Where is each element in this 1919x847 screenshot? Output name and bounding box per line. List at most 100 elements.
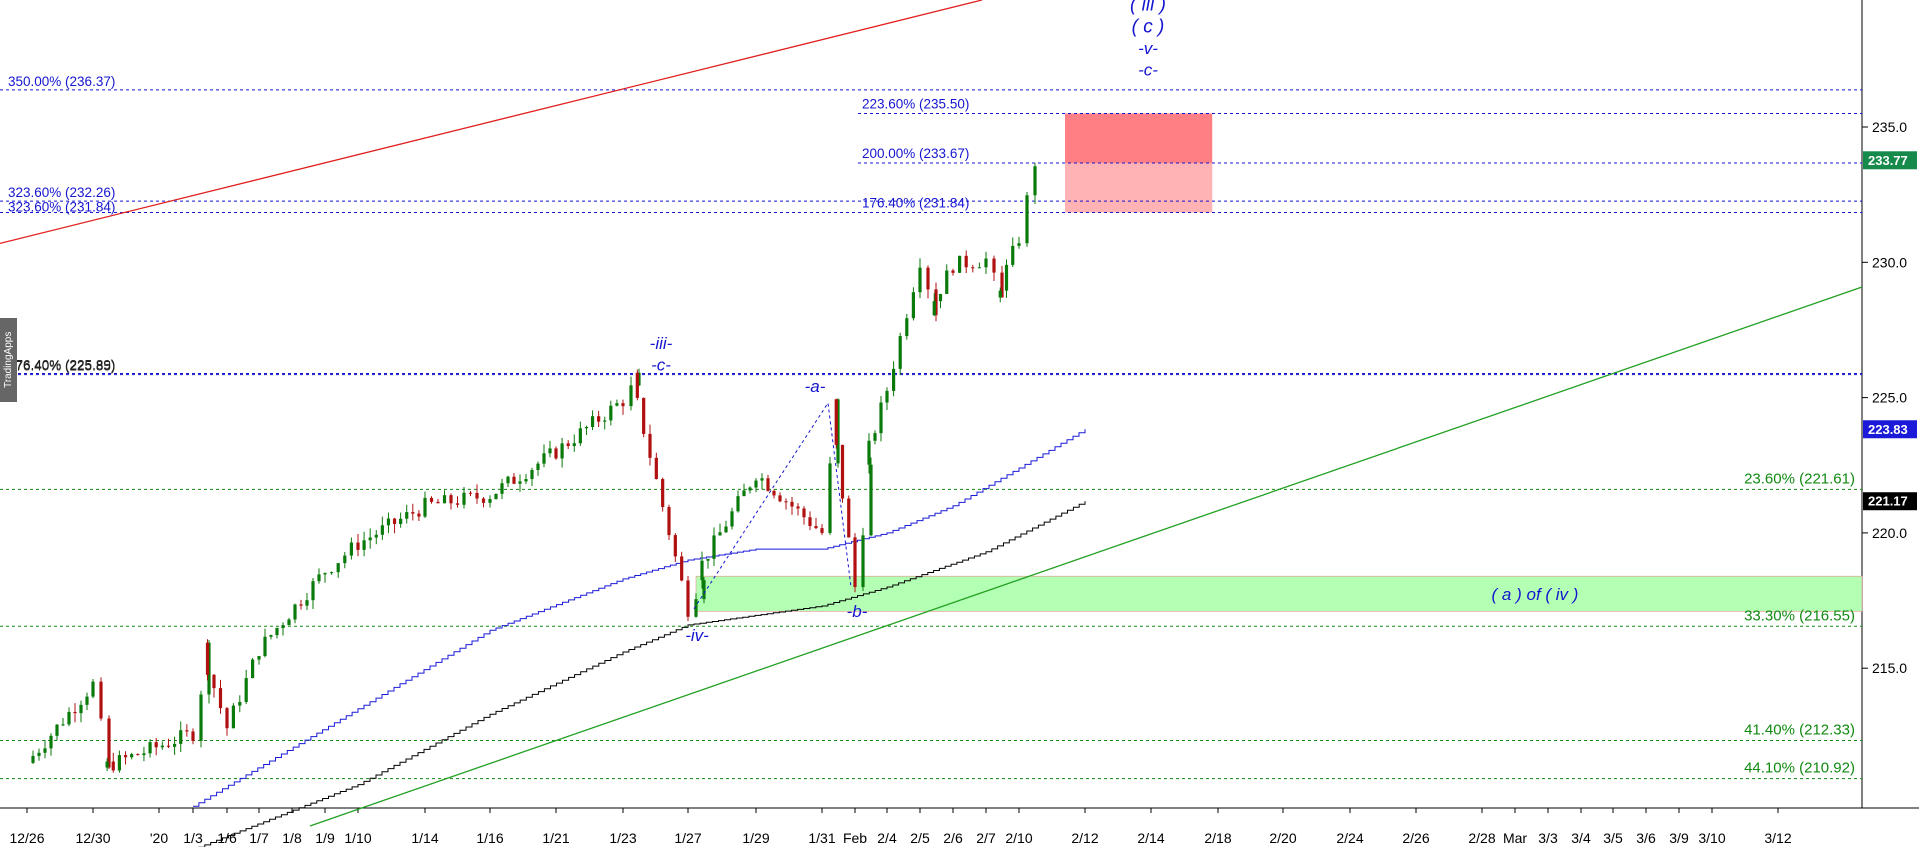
candle-up bbox=[43, 748, 47, 753]
candle-up bbox=[368, 537, 372, 541]
last-price-badge-label: 233.77 bbox=[1868, 153, 1908, 168]
candle-up bbox=[238, 701, 242, 706]
candle-down bbox=[766, 478, 770, 491]
x-tick-label: 3/9 bbox=[1669, 830, 1689, 846]
candle-up bbox=[311, 581, 315, 601]
x-tick-label: 12/26 bbox=[9, 830, 44, 846]
candle-down bbox=[648, 433, 652, 458]
fib-level-label: 350.00% (236.37) bbox=[8, 74, 115, 89]
candle-down bbox=[417, 513, 421, 517]
candle-up bbox=[61, 724, 65, 726]
x-tick-label: 1/7 bbox=[249, 830, 269, 846]
fib-support-label: 44.10% (210.92) bbox=[1744, 760, 1855, 777]
candle-down bbox=[964, 255, 968, 268]
candle-down bbox=[107, 718, 111, 768]
x-tick-label: 1/3 bbox=[183, 830, 203, 846]
x-tick-label: 2/7 bbox=[976, 830, 996, 846]
candle-down bbox=[566, 443, 570, 447]
candle-down bbox=[392, 518, 397, 525]
candle-up bbox=[873, 433, 877, 441]
wave-label: -c- bbox=[1138, 61, 1158, 80]
candle-up bbox=[578, 428, 582, 444]
candle-up bbox=[869, 464, 873, 536]
candle-up bbox=[932, 301, 936, 316]
candle-up bbox=[323, 573, 327, 575]
fib-target-label: 176.40% (231.84) bbox=[862, 196, 969, 211]
target-box-upper bbox=[1065, 113, 1213, 163]
candle-up bbox=[603, 420, 607, 422]
candle-up bbox=[244, 678, 248, 702]
candle-down bbox=[136, 754, 140, 756]
last-price-badge bbox=[1863, 151, 1917, 170]
candle-up bbox=[281, 625, 285, 629]
candle-up bbox=[91, 681, 95, 697]
candle-up bbox=[199, 694, 203, 741]
candle-up bbox=[867, 440, 871, 465]
fib-support-label: 41.40% (212.33) bbox=[1744, 721, 1855, 738]
candle-up bbox=[560, 443, 564, 459]
candle-up bbox=[293, 604, 297, 620]
candle-up bbox=[898, 336, 902, 369]
candle-up bbox=[885, 390, 889, 403]
fib-support-label: 33.30% (216.55) bbox=[1744, 607, 1855, 624]
candle-up bbox=[615, 403, 619, 406]
candle-down bbox=[680, 556, 684, 581]
wave-label: -iv- bbox=[685, 626, 709, 645]
fib-level-label: 176.40% (225.89) bbox=[8, 358, 115, 373]
watermark: TradingApps bbox=[0, 318, 17, 402]
x-tick-label: 1/29 bbox=[742, 830, 769, 846]
support-box bbox=[695, 575, 1863, 612]
candle-down bbox=[356, 542, 360, 550]
candle-down bbox=[686, 580, 690, 617]
x-tick-label: 1/21 bbox=[542, 830, 569, 846]
candle-up bbox=[275, 628, 279, 636]
candle-up bbox=[530, 469, 534, 480]
candle-up bbox=[488, 499, 492, 503]
y-tick-label: 215.0 bbox=[1872, 660, 1907, 676]
candle-down bbox=[73, 711, 77, 714]
candle-down bbox=[654, 457, 658, 480]
x-tick-label: '20 bbox=[150, 830, 168, 846]
candle-up bbox=[37, 752, 41, 756]
candle-up bbox=[374, 534, 378, 538]
x-tick-label: 1/8 bbox=[282, 830, 302, 846]
candle-up bbox=[1011, 245, 1015, 265]
candle-up bbox=[694, 599, 698, 617]
candle-up bbox=[343, 555, 347, 564]
x-tick-label: 2/28 bbox=[1468, 830, 1495, 846]
x-tick-label: 1/31 bbox=[808, 830, 835, 846]
support-box-label: ( a ) of ( iv ) bbox=[1492, 585, 1579, 604]
candle-down bbox=[154, 742, 158, 748]
x-tick-label: 1/16 bbox=[476, 830, 503, 846]
candle-down bbox=[166, 745, 171, 747]
candle-up bbox=[730, 511, 734, 527]
candle-up bbox=[142, 753, 146, 756]
candle-down bbox=[205, 642, 210, 675]
candle-up bbox=[380, 525, 384, 535]
ma-black-badge-label: 221.17 bbox=[1868, 494, 1908, 509]
candle-down bbox=[411, 512, 415, 514]
candle-down bbox=[512, 476, 516, 484]
candle-up bbox=[760, 478, 764, 481]
ma-black-badge bbox=[1863, 492, 1917, 511]
candle-up bbox=[542, 453, 546, 464]
wave-label: -b- bbox=[847, 602, 868, 621]
target-box-lower bbox=[1065, 162, 1213, 213]
fib-target-label: 223.60% (235.50) bbox=[862, 96, 969, 111]
candle-up bbox=[945, 270, 949, 294]
candle-up bbox=[548, 448, 552, 454]
candle-up bbox=[305, 600, 309, 606]
candle-down bbox=[642, 397, 646, 434]
candle-up bbox=[269, 635, 273, 637]
candle-up bbox=[712, 535, 716, 559]
candle-up bbox=[938, 293, 943, 302]
candle-down bbox=[772, 490, 776, 496]
candle-up bbox=[724, 526, 728, 533]
wave-label: -v- bbox=[1138, 39, 1158, 58]
candle-down bbox=[790, 501, 794, 507]
candle-down bbox=[449, 495, 453, 504]
candle-up bbox=[518, 481, 522, 484]
candle-up bbox=[423, 497, 427, 517]
x-tick-label: Feb bbox=[843, 830, 867, 846]
candle-up bbox=[49, 735, 53, 749]
